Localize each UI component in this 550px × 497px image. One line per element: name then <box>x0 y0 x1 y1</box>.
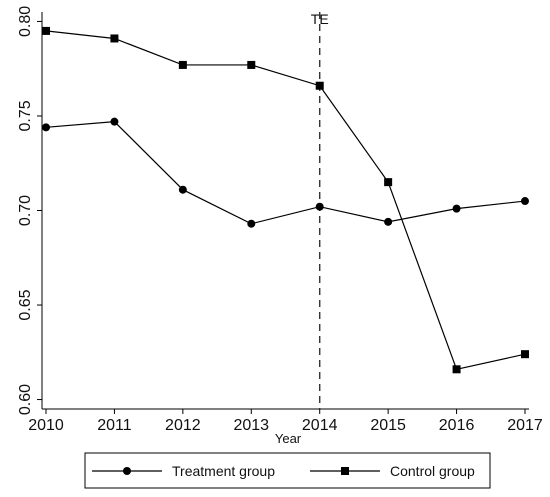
x-tick-label: 2014 <box>302 417 338 434</box>
x-tick-label: 2016 <box>439 417 475 434</box>
data-point-square <box>42 26 50 35</box>
y-tick-label: 0.80 <box>17 6 34 37</box>
data-point-circle <box>110 117 119 126</box>
axes: 0.60 0.65 0.70 0.75 0.80 2010 2011 2012 2013 2014… <box>17 6 543 434</box>
data-point-circle <box>42 123 50 132</box>
x-tick-label: 2012 <box>165 417 201 434</box>
y-tick-label: 0.60 <box>17 384 34 415</box>
data-point-square <box>452 365 461 374</box>
x-tick-label: 2011 <box>97 417 132 434</box>
x-tick-label: 2010 <box>28 417 64 434</box>
legend-marker-circle <box>123 467 131 475</box>
x-tick-label: 2015 <box>370 417 406 434</box>
series-line <box>45 121 526 225</box>
data-point-square <box>178 60 187 69</box>
data-point-circle <box>315 202 324 211</box>
legend-label: Control group <box>390 463 475 479</box>
series-line <box>45 30 526 370</box>
x-tick-label: 2017 <box>507 417 543 434</box>
series-treatment <box>42 117 529 228</box>
series-layer <box>42 26 529 374</box>
data-point-square <box>315 81 324 90</box>
te-label: TE <box>311 11 329 27</box>
legend-label: Treatment group <box>172 463 275 479</box>
legend-entry: Treatment group <box>92 463 275 479</box>
legend-box <box>84 452 491 489</box>
data-point-circle <box>247 219 256 228</box>
x-tick-label: 2013 <box>233 417 269 434</box>
data-point-square <box>247 60 256 69</box>
x-axis-title: Year <box>275 431 302 446</box>
data-point-square <box>521 350 529 359</box>
data-point-circle <box>178 185 187 194</box>
data-point-square <box>110 34 119 43</box>
legend-marker-square <box>341 467 349 475</box>
series-control <box>42 26 529 374</box>
data-point-circle <box>384 217 393 226</box>
data-point-circle <box>452 204 461 213</box>
y-tick-label: 0.75 <box>17 100 34 131</box>
y-tick-label: 0.65 <box>17 289 34 320</box>
legend: Treatment group Control group <box>84 452 491 489</box>
data-point-circle <box>521 197 529 206</box>
data-point-square <box>384 178 393 187</box>
legend-entry: Control group <box>310 463 475 479</box>
y-tick-label: 0.70 <box>17 195 34 226</box>
